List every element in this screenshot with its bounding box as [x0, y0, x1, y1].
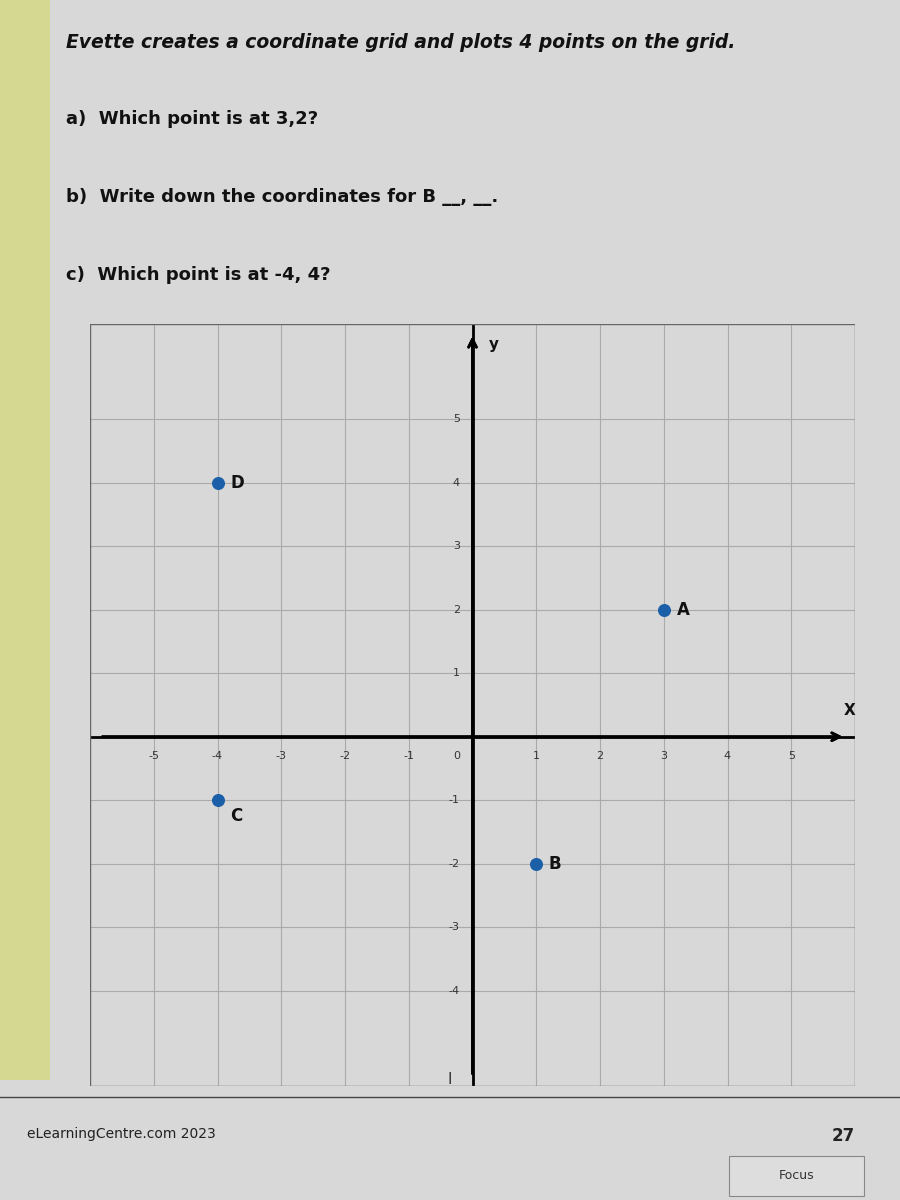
Point: [657, 600, 671, 619]
Text: Evette creates a coordinate grid and plots 4 points on the grid.: Evette creates a coordinate grid and plo…: [67, 32, 736, 52]
Text: -4: -4: [212, 751, 223, 761]
Text: A: A: [677, 601, 689, 619]
Text: 2: 2: [453, 605, 460, 614]
Text: 3: 3: [661, 751, 667, 761]
Text: C: C: [230, 806, 242, 824]
Text: -3: -3: [449, 923, 460, 932]
Text: X: X: [844, 703, 856, 718]
Text: 1: 1: [453, 668, 460, 678]
Text: 2: 2: [597, 751, 604, 761]
Text: y: y: [489, 337, 499, 352]
Text: 4: 4: [724, 751, 731, 761]
Text: 3: 3: [453, 541, 460, 551]
Text: Focus: Focus: [778, 1169, 814, 1182]
Text: -5: -5: [148, 751, 159, 761]
Text: a)  Which point is at 3,2?: a) Which point is at 3,2?: [67, 110, 319, 128]
Text: 0: 0: [453, 751, 460, 761]
Point: [211, 473, 225, 492]
Text: I: I: [448, 1073, 453, 1087]
Text: 5: 5: [788, 751, 795, 761]
Point: [211, 791, 225, 810]
Text: 1: 1: [533, 751, 540, 761]
Text: D: D: [230, 474, 244, 492]
Text: -4: -4: [448, 985, 460, 996]
Text: -1: -1: [449, 796, 460, 805]
Text: 4: 4: [453, 478, 460, 487]
Point: [529, 854, 544, 874]
Text: -2: -2: [339, 751, 351, 761]
Text: eLearningCentre.com 2023: eLearningCentre.com 2023: [27, 1127, 216, 1140]
FancyBboxPatch shape: [729, 1156, 864, 1195]
Bar: [0, 0, 50, 1080]
Text: 27: 27: [832, 1127, 855, 1145]
Text: -3: -3: [275, 751, 287, 761]
Text: c)  Which point is at -4, 4?: c) Which point is at -4, 4?: [67, 266, 331, 284]
Text: -2: -2: [448, 859, 460, 869]
Text: 5: 5: [453, 414, 460, 425]
Text: B: B: [549, 854, 562, 872]
Text: -1: -1: [403, 751, 414, 761]
Text: b)  Write down the coordinates for B __, __.: b) Write down the coordinates for B __, …: [67, 188, 499, 206]
